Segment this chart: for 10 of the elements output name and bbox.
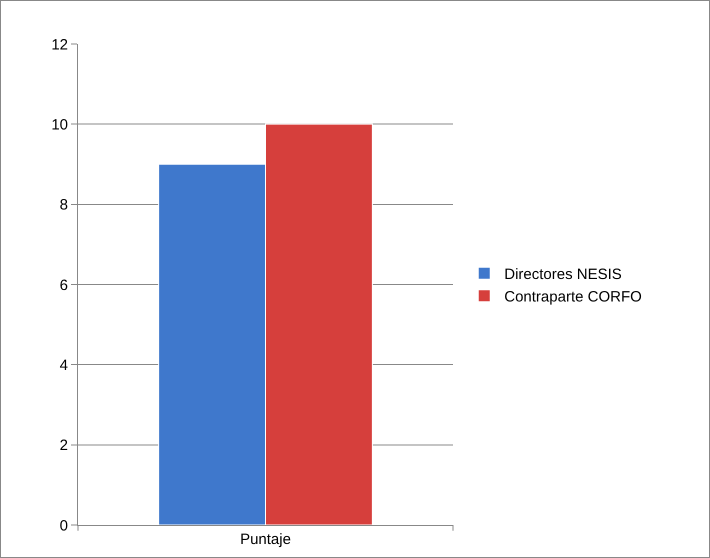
- legend-label: Directores NESIS: [504, 266, 622, 284]
- legend-label: Contraparte CORFO: [504, 288, 642, 306]
- y-tick-label: 6: [60, 276, 68, 294]
- y-tick-label: 2: [60, 437, 68, 454]
- y-tick-label: 10: [51, 116, 68, 134]
- x-tick-label: Puntaje: [240, 531, 291, 548]
- y-tick-label: 0: [60, 517, 68, 534]
- y-tick-label: 12: [51, 36, 68, 54]
- y-tick-label: 4: [60, 356, 68, 374]
- y-tick-label: 8: [60, 196, 68, 214]
